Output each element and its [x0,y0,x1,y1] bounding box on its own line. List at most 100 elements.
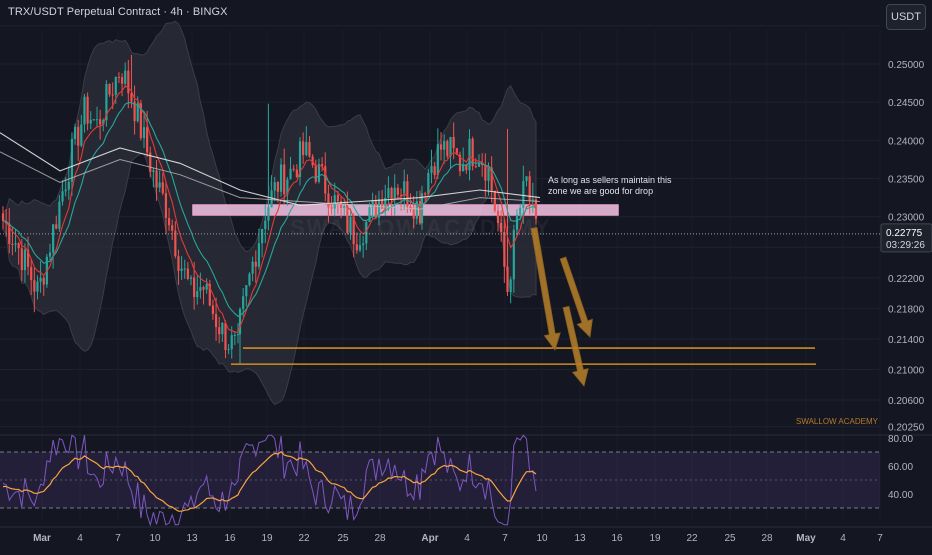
price-badge [880,223,932,253]
candle-body [83,96,86,125]
projection-arrows[interactable] [530,227,593,387]
candle-body [26,249,30,267]
time-tick-label: 28 [761,533,773,544]
candle-body [317,164,321,182]
candle-body [487,167,490,181]
candle-body [20,248,23,271]
time-tick-label: 25 [724,533,736,544]
time-tick-label: 16 [611,533,623,544]
candle-body [406,181,409,207]
price-tick-label: 0.24000 [888,136,925,147]
symbol-title: TRX/USDT Perpetual Contract · 4h · BINGX [8,6,228,18]
candle-body [365,221,368,244]
candle-body [358,245,362,251]
candle-body [42,277,45,285]
candle-body [95,119,99,121]
resistance-zone[interactable] [192,204,619,216]
candle-body [158,182,161,188]
arrow-drop-1[interactable] [530,227,561,351]
candle-body [506,266,509,292]
price-badge-countdown: 03:29:26 [886,240,925,251]
candle-body [208,284,211,306]
moving-averages [0,85,541,334]
candle-body [230,335,233,350]
candle-body [292,168,295,170]
candle-body [233,334,236,336]
candle-body [418,201,422,224]
currency-button[interactable]: USDT [886,4,926,30]
time-tick-label: Apr [421,533,438,544]
price-tick-label: 0.24500 [888,98,925,109]
candle-body [139,103,142,139]
price-tick-label: 0.23500 [888,175,925,186]
price-tick-label: 0.22200 [888,274,925,285]
candle-body [477,162,481,167]
price-axis: 0.255000.250000.245000.240000.235000.230… [880,22,932,501]
candle-body [289,168,292,180]
candle-body [496,210,500,223]
candle-body [462,164,465,172]
candle-body [167,218,171,226]
time-tick-label: 13 [186,533,198,544]
candle-body [362,243,365,246]
sell-zone-box[interactable] [192,204,619,216]
time-tick-label: 22 [298,533,310,544]
time-axis: Mar 4 7 10 13 16 19 22 25 28 Apr 4 7 10 13 16 19 22 25 28 Ma… [0,526,932,544]
time-tick-label: 4 [840,533,846,544]
candle-body [387,187,390,198]
candle-body [108,83,111,95]
candle-body [436,144,439,176]
time-tick-label: 10 [149,533,161,544]
arrow-drop-3[interactable] [562,305,589,387]
candle-body [493,190,496,211]
candle-body [384,197,387,209]
time-tick-label: 7 [877,533,883,544]
candle-body [77,126,80,146]
candle-body [273,182,276,191]
candle-body [522,181,525,208]
candle-body [433,166,436,176]
time-tick-label: Mar [33,533,51,544]
price-tick-label: 0.20600 [888,396,925,407]
candle-body [267,207,270,221]
candle-body [33,280,36,292]
candle-body [446,141,449,157]
target-lines[interactable] [0,233,880,365]
note-line-2: zone we are good for drop [548,186,653,196]
candle-body [534,199,538,219]
candle-body [403,181,406,196]
time-tick-label: 7 [502,533,508,544]
rsi-pane [0,434,880,527]
price-tick-label: 0.21800 [888,304,925,315]
candle-body [23,249,27,271]
candle-body [308,142,311,157]
candle-body [64,189,67,192]
price-tick-label: 0.21000 [888,365,925,376]
time-tick-label: 19 [261,533,273,544]
candle-body [251,261,254,274]
candle-body [142,127,146,139]
candle-body [396,187,399,195]
time-tick-label: 10 [536,533,548,544]
candle-body [374,200,377,218]
candle-body [330,207,333,209]
rsi-tick-label: 60.00 [888,462,913,473]
candle-body [61,191,64,202]
candle-body [48,252,52,257]
candle-body [283,164,286,195]
arrow-drop-2[interactable] [559,256,593,338]
candle-body [286,179,289,195]
candle-body [180,268,183,271]
candle-body [67,181,70,190]
candle-body [224,322,227,351]
price-badge-value: 0.22775 [886,228,923,239]
candle-body [73,126,77,140]
candle-body [393,187,396,200]
candle-body [471,138,474,167]
candle-body [214,314,218,328]
candle-body [298,141,302,177]
candle-body [248,273,251,286]
candle-body [146,127,149,153]
